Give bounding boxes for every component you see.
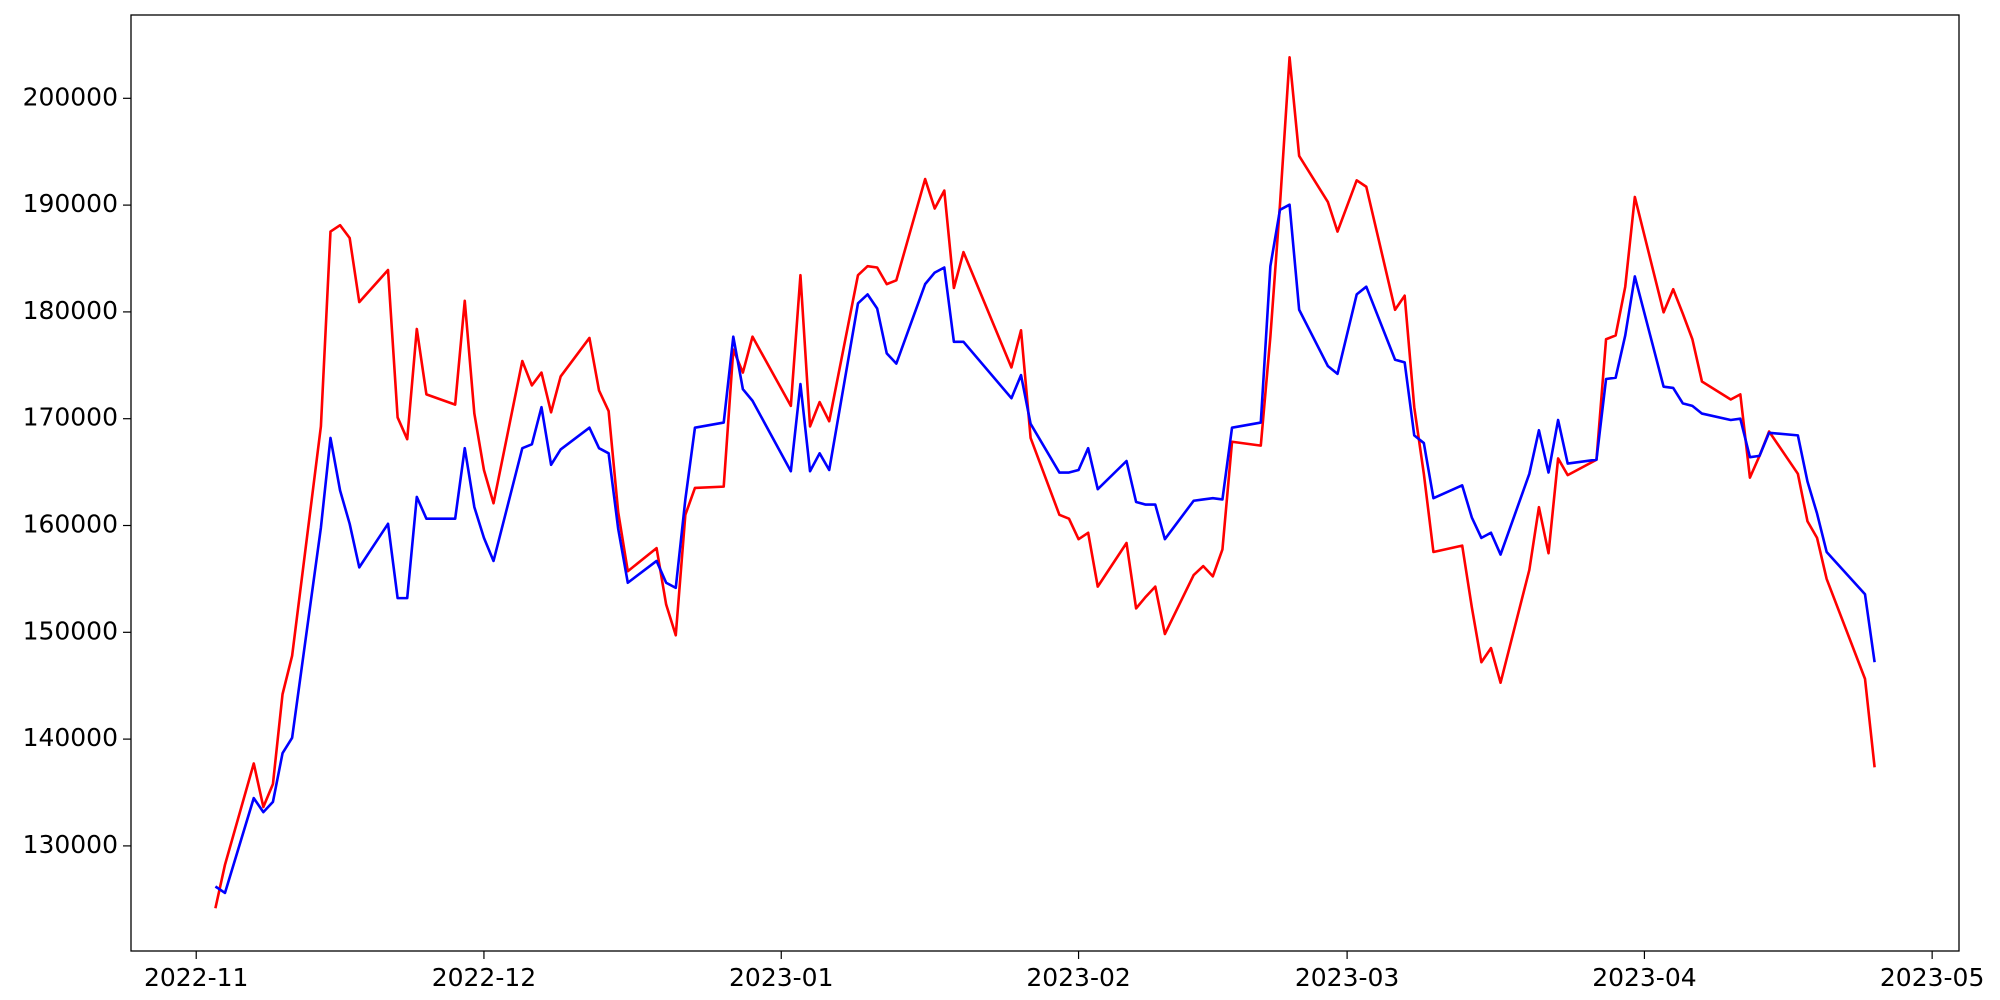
y-tick-label: 170000 (23, 403, 118, 432)
y-tick-label: 160000 (23, 510, 118, 539)
y-tick-label: 140000 (23, 723, 118, 752)
x-tick-label: 2022-12 (432, 963, 536, 992)
x-tick-label: 2023-03 (1295, 963, 1399, 992)
x-tick-label: 2023-05 (1880, 963, 1984, 992)
line-series (214, 203, 1876, 895)
y-tick-label: 180000 (23, 296, 118, 325)
x-tick-label: 2022-11 (144, 963, 248, 992)
y-tick-label: 190000 (23, 189, 118, 218)
x-tick-label: 2023-04 (1592, 963, 1696, 992)
x-tick-label: 2023-01 (729, 963, 833, 992)
line-series (214, 55, 1876, 909)
y-tick-label: 150000 (23, 616, 118, 645)
y-tick-label: 130000 (23, 830, 118, 859)
y-tick-label: 200000 (23, 82, 118, 111)
x-tick-label: 2023-02 (1026, 963, 1130, 992)
plot-frame (130, 14, 1960, 952)
